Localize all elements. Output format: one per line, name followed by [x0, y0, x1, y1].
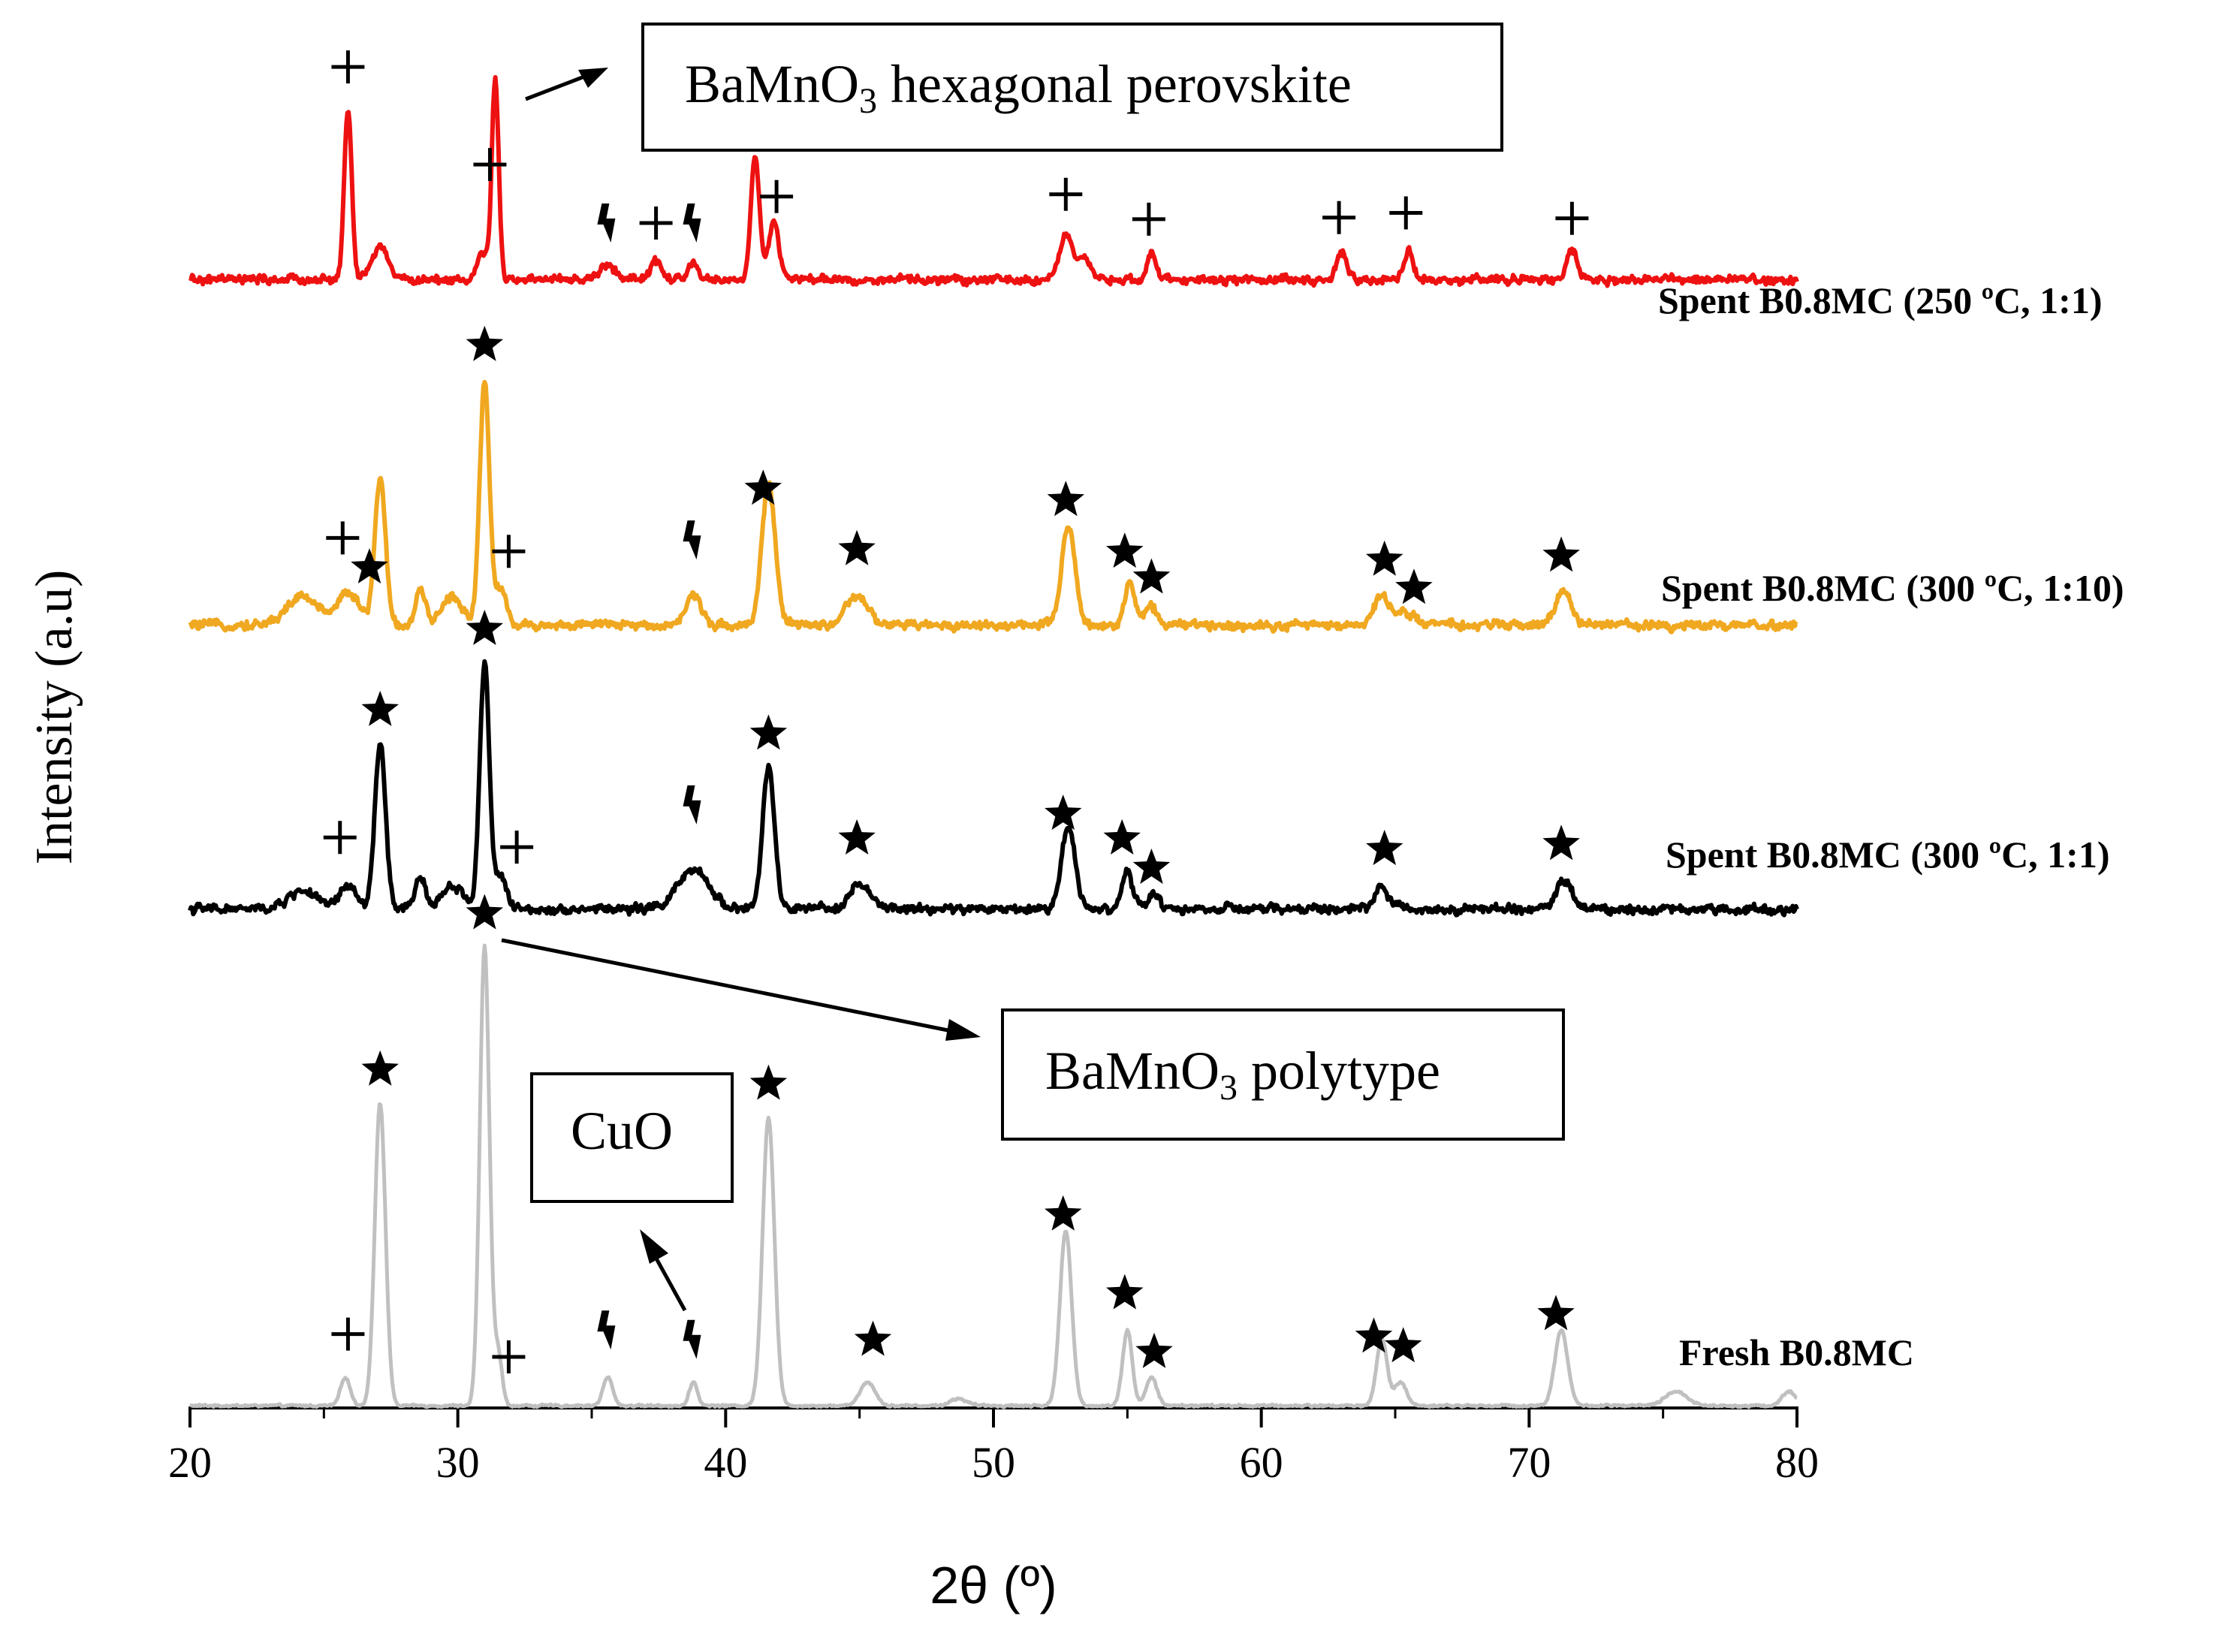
marker-plus-47 — [1132, 202, 1165, 236]
marker-bolt-18 — [683, 785, 701, 824]
marker-star-2 — [466, 894, 504, 930]
marker-bolt-30 — [683, 520, 701, 560]
marker-star-7 — [854, 1320, 892, 1356]
marker-star-31 — [744, 469, 782, 505]
marker-plus-14 — [323, 821, 357, 855]
marker-star-10 — [1135, 1332, 1173, 1368]
marker-star-25 — [1542, 824, 1580, 861]
marker-star-32 — [838, 529, 876, 565]
series-line-3 — [188, 75, 1799, 288]
marker-plus-46 — [1049, 177, 1083, 211]
marker-plus-48 — [1322, 200, 1356, 234]
x-tick-label-80: 80 — [1775, 1438, 1819, 1487]
series-label-2: Spent B0.8MC (300 ºC, 1:10) — [1661, 567, 2124, 609]
marker-star-12 — [1385, 1327, 1422, 1363]
y-axis-title: Intensity (a.u) — [26, 570, 83, 865]
marker-star-28 — [466, 325, 504, 361]
marker-star-33 — [1047, 481, 1084, 517]
marker-plus-29 — [492, 535, 526, 568]
series-layer — [188, 75, 1799, 1409]
annotation-cuo: CuO — [530, 1072, 734, 1312]
marker-plus-42 — [639, 206, 673, 240]
marker-plus-26 — [326, 521, 360, 555]
marker-star-19 — [749, 714, 788, 750]
marker-plus-49 — [1389, 196, 1423, 230]
labels-layer: Fresh B0.8MC Spent B0.8MC (300 ºC, 1:1) Sp… — [1658, 279, 2124, 1373]
x-tick-label-70: 70 — [1507, 1438, 1551, 1487]
marker-star-20 — [838, 819, 876, 855]
marker-star-34 — [1106, 532, 1144, 568]
series-line-2 — [188, 379, 1798, 635]
series-label-3: Spent B0.8MC (250 ºC, 1:1) — [1658, 279, 2102, 321]
marker-star-24 — [1366, 830, 1403, 866]
marker-star-15 — [361, 690, 399, 726]
marker-star-37 — [1395, 568, 1433, 604]
marker-plus-3 — [492, 1340, 526, 1374]
x-tick-label-30: 30 — [436, 1438, 480, 1487]
marker-star-1 — [361, 1050, 399, 1086]
marker-star-6 — [749, 1064, 788, 1100]
marker-star-23 — [1132, 849, 1171, 885]
marker-star-21 — [1045, 794, 1082, 831]
marker-star-22 — [1103, 818, 1141, 855]
marker-plus-50 — [1555, 201, 1589, 235]
annotation-hexagonal-perovskite: BaMnO3 hexagonal perovskite — [525, 23, 1503, 152]
marker-plus-39 — [331, 50, 365, 84]
marker-plus-17 — [500, 831, 534, 864]
series-line-0 — [188, 943, 1798, 1409]
marker-bolt-5 — [683, 1319, 701, 1359]
marker-plus-0 — [331, 1317, 365, 1351]
polytype-label: BaMnO3 polytype — [1045, 1041, 1440, 1108]
marker-star-8 — [1045, 1195, 1082, 1231]
x-tick-label-60: 60 — [1240, 1438, 1283, 1487]
marker-star-36 — [1366, 540, 1403, 576]
marker-star-13 — [1537, 1295, 1575, 1331]
marker-star-16 — [466, 610, 504, 645]
marker-star-38 — [1542, 536, 1580, 572]
marker-star-11 — [1355, 1317, 1393, 1353]
marker-star-27 — [351, 548, 388, 583]
annotation-polytype: BaMnO3 polytype — [501, 938, 1565, 1141]
marker-plus-40 — [473, 148, 507, 182]
marker-star-35 — [1132, 558, 1171, 594]
marker-plus-45 — [760, 179, 794, 213]
series-label-1: Spent B0.8MC (300 ºC, 1:1) — [1666, 834, 2109, 876]
x-axis-title: 2θ (º) — [930, 1556, 1057, 1614]
marker-bolt-43 — [683, 203, 701, 243]
x-tick-label-40: 40 — [704, 1438, 747, 1487]
cuo-label: CuO — [571, 1101, 673, 1161]
marker-star-9 — [1106, 1274, 1144, 1310]
x-tick-label-20: 20 — [168, 1438, 212, 1487]
marker-layer — [323, 50, 1589, 1374]
series-label-0: Fresh B0.8MC — [1679, 1331, 1914, 1373]
hexagonal-perovskite-label: BaMnO3 hexagonal perovskite — [685, 54, 1352, 121]
marker-bolt-41 — [597, 203, 616, 243]
x-tick-label-50: 50 — [972, 1438, 1015, 1487]
series-line-1 — [188, 659, 1799, 918]
marker-bolt-4 — [597, 1310, 616, 1350]
axes: 20 30 40 50 60 70 80 2θ (º) Intensity (a.u) — [26, 570, 1819, 1614]
